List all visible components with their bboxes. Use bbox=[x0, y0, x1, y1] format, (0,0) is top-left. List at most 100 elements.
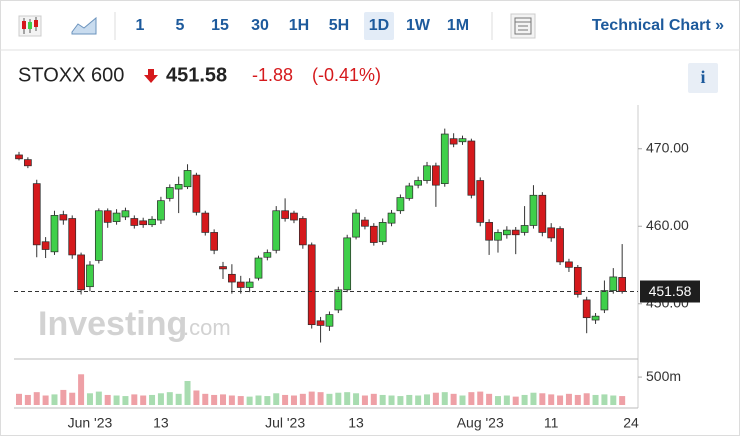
volume-bar bbox=[477, 391, 484, 405]
interval-button[interactable]: 1 bbox=[136, 17, 145, 34]
candle-body bbox=[467, 140, 476, 196]
volume-bar bbox=[539, 393, 546, 405]
interval-button[interactable]: 1D bbox=[369, 17, 389, 34]
interval-button[interactable]: 5H bbox=[329, 17, 349, 34]
volume-bar bbox=[353, 393, 360, 405]
candle-body bbox=[263, 252, 272, 258]
interval-button[interactable]: 15 bbox=[211, 17, 229, 34]
candle-body bbox=[183, 170, 192, 188]
instrument-name: STOXX 600 bbox=[18, 64, 124, 86]
interval-button[interactable]: 30 bbox=[251, 17, 269, 34]
volume-bar bbox=[51, 394, 58, 405]
volume-bar bbox=[601, 394, 608, 405]
candle-body bbox=[503, 229, 511, 236]
volume-bar bbox=[486, 393, 493, 405]
volume-bar bbox=[512, 396, 519, 405]
candle-body bbox=[325, 314, 334, 327]
interval-button[interactable]: 1W bbox=[406, 17, 431, 34]
interval-button[interactable]: 1M bbox=[447, 17, 469, 34]
price: 451.58 bbox=[166, 64, 227, 86]
down-arrow bbox=[144, 69, 158, 83]
candle-body bbox=[165, 187, 174, 199]
candle-body bbox=[86, 264, 94, 288]
candle-icon[interactable] bbox=[18, 15, 42, 37]
volume-bar bbox=[24, 394, 31, 405]
candle-body bbox=[352, 212, 360, 238]
candle-body bbox=[174, 184, 183, 190]
volume-bar bbox=[308, 391, 315, 405]
volume-bar bbox=[95, 391, 102, 405]
volume-bar bbox=[583, 393, 590, 405]
candle-body bbox=[50, 215, 59, 253]
volume-bar bbox=[228, 395, 235, 405]
volume-bar bbox=[220, 394, 227, 405]
volume-bar bbox=[140, 395, 147, 405]
volume-bar bbox=[113, 395, 120, 405]
candle-body bbox=[565, 261, 573, 268]
table-icon[interactable] bbox=[510, 13, 536, 39]
interval-button[interactable]: 1H bbox=[289, 17, 309, 34]
watermark-text: Investing bbox=[38, 305, 187, 343]
candle-body bbox=[281, 210, 289, 219]
candle-body bbox=[157, 200, 165, 221]
volume-bar bbox=[619, 396, 626, 405]
candle-body bbox=[378, 222, 387, 243]
candle-body bbox=[423, 165, 431, 181]
last-price-box bbox=[640, 280, 700, 303]
volume-bar bbox=[521, 394, 528, 405]
candle-body bbox=[485, 222, 493, 241]
candle-body bbox=[210, 232, 218, 251]
volume-bar bbox=[16, 393, 22, 405]
candle-body bbox=[139, 220, 148, 226]
volume-bar bbox=[131, 394, 138, 405]
volume-bar bbox=[406, 394, 413, 405]
candle-body bbox=[458, 138, 467, 143]
candle-body bbox=[432, 165, 440, 186]
candle-body bbox=[609, 276, 618, 291]
volume-bar bbox=[397, 396, 404, 405]
candle-body bbox=[316, 320, 325, 326]
volume-bar bbox=[202, 393, 209, 405]
area-icon[interactable] bbox=[71, 16, 97, 35]
volume-bar bbox=[415, 395, 422, 405]
volume-bar bbox=[317, 392, 324, 405]
interval-button[interactable]: 5 bbox=[176, 17, 185, 34]
volume-bar bbox=[361, 395, 368, 405]
candle-body bbox=[538, 194, 547, 233]
volume-bar bbox=[326, 393, 333, 405]
volume-bar bbox=[468, 392, 475, 405]
candle-body bbox=[68, 218, 77, 256]
volume-bar bbox=[273, 393, 280, 405]
candle-body bbox=[396, 197, 405, 212]
candle-body bbox=[121, 210, 130, 218]
candle-body bbox=[192, 174, 201, 213]
info-label[interactable]: i bbox=[700, 67, 705, 87]
volume-bar bbox=[211, 394, 218, 405]
candle-body bbox=[591, 315, 600, 321]
candle-body bbox=[201, 212, 210, 233]
volume-bar bbox=[574, 394, 581, 405]
info-button[interactable] bbox=[688, 63, 718, 93]
volume-bar bbox=[432, 392, 439, 405]
candle-body bbox=[307, 244, 316, 326]
x-tick-label: 24 bbox=[623, 415, 639, 431]
volume-bar bbox=[565, 393, 572, 405]
technical-chart-link[interactable]: Technical Chart » bbox=[592, 17, 724, 34]
volume-bar bbox=[344, 392, 351, 405]
volume-bar bbox=[78, 374, 85, 405]
x-tick-label: 11 bbox=[544, 415, 559, 431]
candle-body bbox=[41, 241, 50, 250]
candle-body bbox=[59, 214, 68, 221]
candle-body bbox=[573, 266, 582, 295]
volume-bar bbox=[69, 392, 76, 405]
volume-bar bbox=[557, 395, 564, 405]
volume-bar bbox=[335, 392, 342, 405]
volume-bar bbox=[166, 392, 173, 405]
candle-body bbox=[15, 154, 23, 160]
candle-body bbox=[520, 225, 529, 233]
candle-body bbox=[103, 210, 112, 223]
volume-bar bbox=[299, 393, 306, 405]
y-tick-label: 460.00 bbox=[646, 217, 689, 233]
